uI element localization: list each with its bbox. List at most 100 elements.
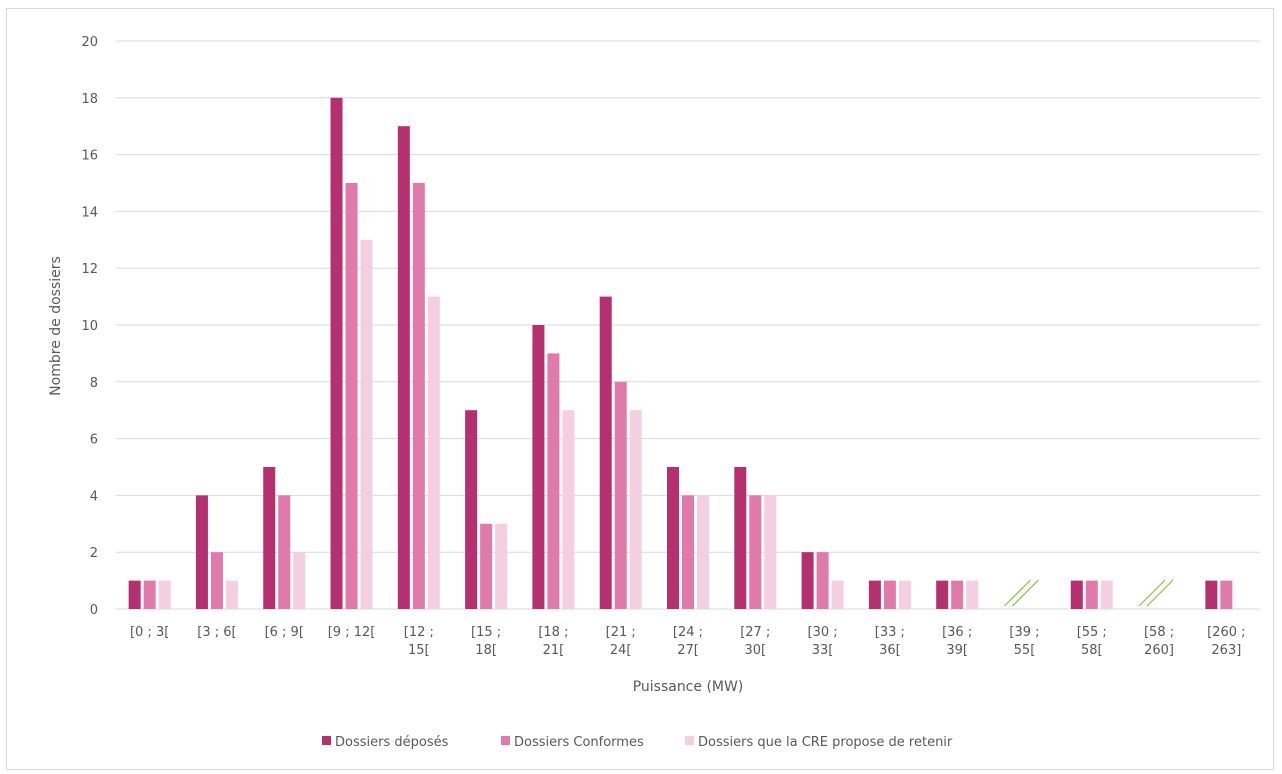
- x-tick-line: 33[: [812, 643, 834, 658]
- x-tick-line: [6 ; 9[: [265, 625, 304, 640]
- bar-3-1: [158, 580, 171, 609]
- y-tick-label: 16: [81, 149, 98, 164]
- x-tick-label: [6 ; 9[: [265, 625, 304, 640]
- x-tick-line: [33 ;: [875, 625, 905, 640]
- x-tick-line: 15[: [408, 643, 430, 658]
- gridlines: [116, 40, 1260, 610]
- x-tick-label: [260 ; 263]: [1207, 625, 1245, 658]
- bar-1-12: [868, 580, 881, 609]
- bar-3-10: [764, 495, 777, 609]
- x-tick-label: [21 ; 24[: [606, 625, 636, 658]
- x-tick-line: 263]: [1211, 643, 1241, 658]
- y-axis-title: Nombre de dossiers: [48, 256, 64, 396]
- x-axis-title: Puissance (MW): [633, 679, 744, 695]
- x-tick-line: [260 ;: [1207, 625, 1245, 640]
- x-tick-line: 30[: [744, 643, 766, 658]
- bar-2-4: [345, 183, 358, 609]
- x-tick-label: [12 ; 15[: [404, 625, 434, 658]
- x-tick-line: [36 ;: [942, 625, 972, 640]
- bar-2-2: [210, 552, 223, 609]
- x-tick-line: [55 ;: [1077, 625, 1107, 640]
- bar-1-9: [667, 467, 679, 609]
- bar-1-13: [936, 580, 949, 609]
- y-tick-label: 12: [81, 262, 98, 277]
- bar-2-8: [614, 381, 627, 609]
- bar-2-7: [547, 353, 560, 609]
- x-tick-line: [3 ; 6[: [197, 625, 236, 640]
- bar-3-4: [360, 239, 373, 610]
- x-tick-line: 24[: [610, 643, 632, 658]
- bar-1-11: [801, 552, 814, 609]
- x-tick-label: [39 ; 55[: [1009, 625, 1039, 658]
- y-tick-label: 0: [90, 603, 98, 618]
- bar-1-17: [1205, 580, 1218, 609]
- legend: Dossiers déposés Dossiers Conformes Dossie…: [322, 735, 953, 750]
- y-tick-label: 10: [81, 319, 98, 334]
- bar-1-1: [128, 580, 141, 609]
- bar-1-6: [465, 410, 478, 609]
- x-tick-line: 55[: [1014, 643, 1036, 658]
- chart-frame: [6, 8, 1274, 770]
- x-tick-line: [21 ;: [606, 625, 636, 640]
- bar-1-8: [599, 296, 612, 609]
- legend-label: Dossiers Conformes: [514, 735, 644, 750]
- axis-break-mark: [1138, 579, 1166, 607]
- y-tick-label: 20: [81, 35, 98, 50]
- bar-1-4: [330, 97, 343, 610]
- bar-3-13: [966, 580, 979, 609]
- x-tick-line: 36[: [879, 643, 901, 658]
- y-tick-label: 14: [81, 205, 98, 220]
- bar-3-12: [898, 580, 911, 609]
- x-tick-label: [24 ; 27[: [673, 625, 703, 658]
- bar-2-10: [749, 495, 762, 609]
- x-tick-line: [15 ;: [471, 625, 501, 640]
- bar-3-6: [495, 523, 508, 609]
- y-tick-label: 4: [90, 489, 98, 504]
- y-axis-ticks: 0 2 4 6 8 10 12 14 16 18 20: [81, 35, 98, 618]
- bar-1-10: [734, 467, 747, 609]
- bar-2-12: [883, 580, 896, 609]
- x-tick-label: [30 ; 33[: [808, 625, 838, 658]
- x-tick-label: [3 ; 6[: [197, 625, 236, 640]
- x-tick-label: [58 ; 260]: [1144, 625, 1174, 658]
- x-tick-label: [36 ; 39[: [942, 625, 972, 658]
- x-tick-label: [27 ; 30[: [740, 625, 770, 658]
- x-tick-line: 21[: [543, 643, 565, 658]
- bar-3-11: [831, 580, 844, 609]
- bar-1-2: [195, 495, 208, 609]
- bar-2-13: [951, 580, 964, 609]
- bar-2-9: [682, 495, 694, 609]
- x-tick-label: [9 ; 12[: [328, 625, 376, 640]
- x-tick-line: 39[: [946, 643, 968, 658]
- x-tick-line: [30 ;: [808, 625, 838, 640]
- x-tick-line: [9 ; 12[: [328, 625, 376, 640]
- bar-3-3: [293, 552, 306, 609]
- x-tick-line: 260]: [1144, 643, 1174, 658]
- bar-2-1: [143, 580, 156, 609]
- bar-2-3: [278, 495, 291, 609]
- legend-label: Dossiers que la CRE propose de retenir: [698, 735, 953, 750]
- x-tick-line: 27[: [677, 643, 699, 658]
- bar-3-15: [1100, 580, 1113, 609]
- x-tick-line: [0 ; 3[: [130, 625, 169, 640]
- y-tick-label: 2: [90, 546, 98, 561]
- bar-3-5: [427, 296, 440, 609]
- x-tick-label: [55 ; 58[: [1077, 625, 1107, 658]
- bar-3-7: [562, 410, 575, 609]
- axis-break-mark: [1012, 579, 1039, 607]
- x-tick-line: [18 ;: [538, 625, 568, 640]
- y-tick-label: 18: [81, 92, 98, 107]
- bar-1-3: [263, 467, 276, 609]
- legend-swatch: [685, 736, 694, 745]
- bar-1-7: [532, 325, 545, 609]
- bar-2-11: [816, 552, 829, 609]
- x-tick-line: [39 ;: [1009, 625, 1039, 640]
- y-tick-label: 8: [90, 376, 98, 391]
- x-tick-line: 18[: [475, 643, 497, 658]
- bar-2-5: [412, 183, 425, 609]
- bar-2-15: [1085, 580, 1098, 609]
- x-tick-label: [0 ; 3[: [130, 625, 169, 640]
- axis-break-mark: [1004, 579, 1031, 607]
- bar-1-5: [397, 126, 410, 609]
